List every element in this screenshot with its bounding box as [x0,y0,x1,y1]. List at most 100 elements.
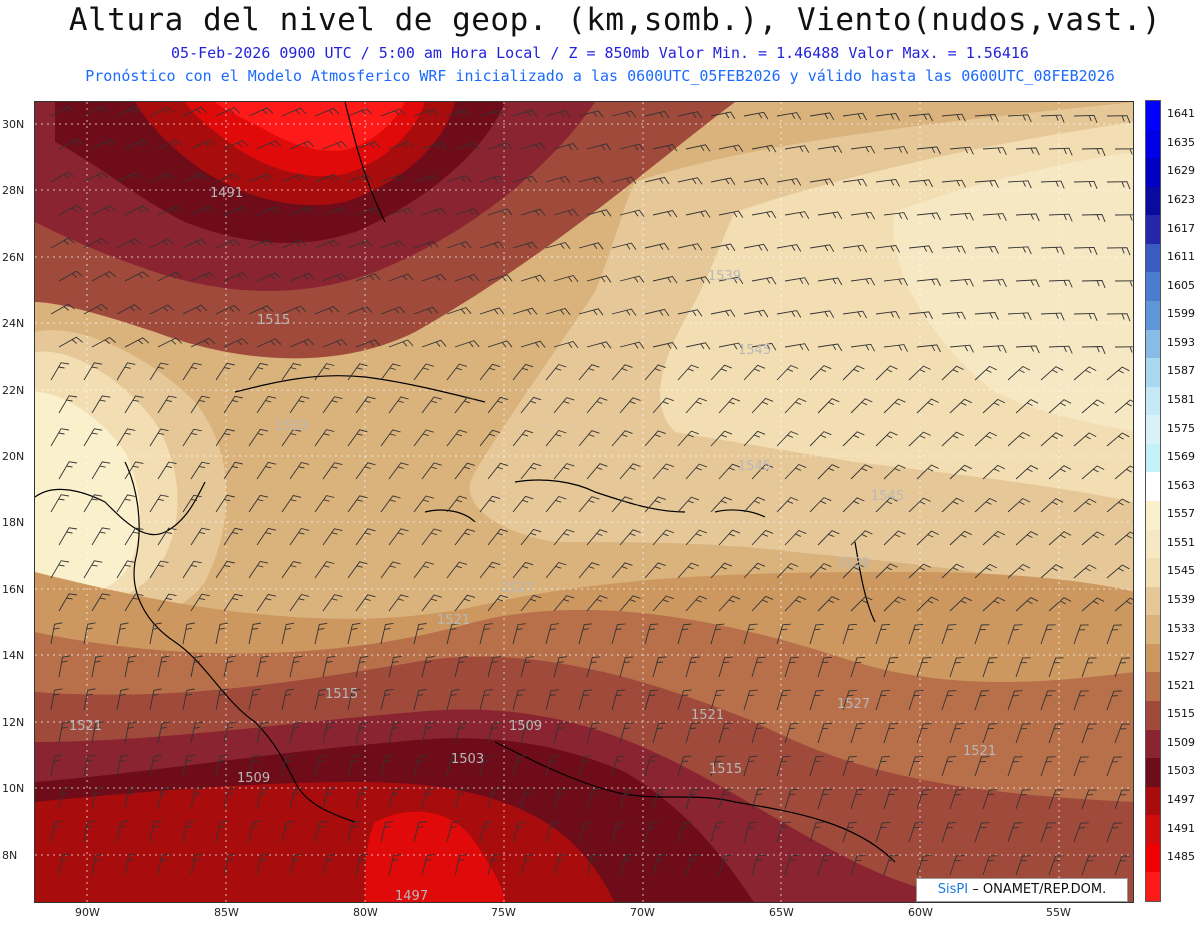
wind-barb [883,723,899,744]
wind-barb [1114,657,1130,678]
wind-barb [446,109,472,117]
wind-barb [644,689,659,711]
wind-barb [1048,789,1064,810]
wind-barb [941,624,957,645]
wind-barb [355,141,381,150]
wind-barb [875,365,898,381]
wind-barb [91,787,104,810]
contour-labels: 1491 1515 1539 1545 1533 1545 1545 1539 … [69,186,996,902]
colorbar-label: 1551 [1167,535,1195,549]
wind-barb [619,854,634,876]
wind-barb [1040,822,1056,843]
colorbar-segment [1146,101,1160,131]
wind-barb [446,241,472,249]
wind-barb [1081,597,1105,612]
wind-barb [289,655,303,678]
wind-barb [1007,624,1023,645]
wind-barb [784,529,807,546]
wind-barb [875,431,898,447]
wind-barb [149,560,169,579]
wind-barb [512,495,534,513]
wind-barb [553,397,575,414]
wind-barb [190,593,210,612]
wind-barb [1073,432,1097,447]
wind-barb [421,722,435,744]
wind-barb [916,723,932,744]
contour-label: 1515 [257,313,290,328]
lat-label: 12N [2,716,25,729]
wind-barb [817,464,840,480]
wind-barb [817,277,843,286]
wind-barb [388,339,414,348]
field-band-1491-south [365,811,505,902]
wind-barb [1081,723,1097,744]
wind-barb [487,462,509,480]
contour-label: 1509 [509,719,542,734]
field-band-1551-ridge [893,152,1133,432]
wind-barb [157,593,177,612]
wind-barb [677,623,692,645]
lon-label: 70W [630,906,655,919]
wind-barb [1073,624,1089,645]
wind-barb [157,655,170,678]
wind-barb [50,362,70,381]
wind-barb [314,173,340,183]
wind-barb [520,462,542,480]
wind-barb [487,340,513,348]
map-panel[interactable]: 1491 1515 1539 1545 1533 1545 1545 1539 … [34,101,1134,903]
wind-barb [652,397,674,414]
wind-barb [817,788,832,810]
colorbar-segment [1146,186,1160,216]
colorbar-label: 1545 [1167,564,1195,578]
wind-barb [545,109,571,118]
wind-barb [190,395,210,414]
wind-barb [685,342,711,350]
wind-barb [116,428,136,447]
wind-barb [949,212,974,221]
wind-barb [850,145,876,154]
wind-barb [256,527,277,546]
wind-barb [586,397,608,414]
wind-barb [545,689,560,711]
lon-label: 60W [908,906,933,919]
wind-barb [974,624,990,645]
colorbar-segment [1146,215,1160,245]
wind-barb [710,562,733,579]
wind-barb [248,428,269,447]
wind-barb [644,430,666,447]
wind-barb [347,306,373,315]
wind-barb [545,363,567,381]
wind-barb [1081,855,1097,876]
wind-barb [809,178,835,187]
wind-barb [413,108,439,117]
wind-barb [611,176,637,184]
wind-barb [611,242,637,250]
wind-barb [545,821,560,843]
wind-barb [149,688,162,711]
wind-barb [652,143,678,152]
wind-barb [586,463,608,480]
wind-barb [50,688,63,711]
wind-barb [388,853,402,876]
wind-barb [116,820,129,843]
wind-barb [190,787,203,810]
wind-barb [91,721,104,744]
colorbar-label: 1563 [1167,478,1195,492]
wind-barb [421,207,447,216]
wind-barb [974,563,997,579]
wind-barb [916,344,941,353]
wind-barb [479,495,501,513]
wind-barb [116,494,136,513]
wind-barb [355,339,381,348]
colorbar-label: 1557 [1167,507,1195,521]
colorbar [1145,100,1161,902]
wind-barb [1048,855,1064,876]
wind-barb [1073,756,1089,777]
wind-barb [586,595,608,612]
wind-barb [586,275,612,283]
wind-barb [58,270,83,282]
wind-barb [322,528,343,546]
wind-barb [190,853,203,876]
wind-barb [413,561,434,579]
wind-barb [1114,465,1133,480]
